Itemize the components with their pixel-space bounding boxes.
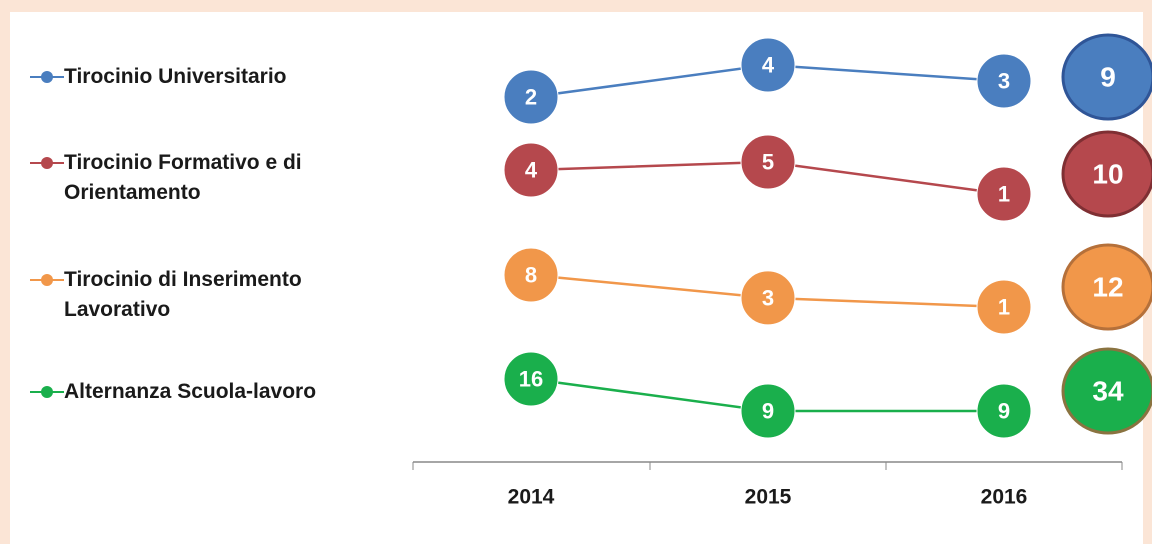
panel <box>10 12 1143 544</box>
data-point <box>740 37 796 93</box>
legend-label: Tirocinio Universitario <box>64 65 287 88</box>
total-label: 34 <box>1092 376 1124 407</box>
data-point <box>503 351 559 407</box>
legend-item: Tirocinio Formativo e di Orientamento <box>24 148 364 208</box>
data-label: 3 <box>762 285 774 310</box>
x-tick-label: 2016 <box>981 486 1028 509</box>
x-tick-label: 2014 <box>508 486 555 509</box>
total-label: 9 <box>1100 62 1116 93</box>
data-point <box>976 166 1032 222</box>
total-circle <box>1061 243 1152 331</box>
data-label: 9 <box>762 399 774 424</box>
total-circle <box>1061 130 1152 218</box>
data-label: 1 <box>998 295 1010 320</box>
legend-marker <box>24 377 64 407</box>
data-label: 4 <box>525 158 538 183</box>
total-label: 12 <box>1092 272 1123 303</box>
data-label: 9 <box>998 399 1010 424</box>
data-label: 4 <box>762 53 775 78</box>
total-circle <box>1061 33 1152 121</box>
legend-item: Tirocinio Universitario <box>24 62 364 92</box>
data-label: 16 <box>519 367 543 392</box>
data-point <box>976 279 1032 335</box>
legend-item: Alternanza Scuola-lavoro <box>24 377 364 407</box>
data-label: 1 <box>998 182 1010 207</box>
data-point <box>503 247 559 303</box>
data-point <box>740 270 796 326</box>
total-circle <box>1061 347 1152 435</box>
legend-marker <box>24 62 64 92</box>
total-label: 10 <box>1092 159 1123 190</box>
legend-label: Alternanza Scuola-lavoro <box>64 380 317 403</box>
data-label: 3 <box>998 69 1010 94</box>
data-label: 8 <box>525 263 537 288</box>
data-point <box>740 134 796 190</box>
legend-label: Tirocinio di Inserimento Lavorativo <box>64 268 302 321</box>
legend-label: Tirocinio Formativo e di Orientamento <box>64 151 302 204</box>
legend-marker <box>24 148 64 178</box>
data-label: 2 <box>525 85 537 110</box>
legend-marker <box>24 265 64 295</box>
x-tick-label: 2015 <box>745 486 792 509</box>
data-point <box>976 383 1032 439</box>
data-point <box>740 383 796 439</box>
data-point <box>976 53 1032 109</box>
legend-item: Tirocinio di Inserimento Lavorativo <box>24 265 364 325</box>
data-point <box>503 69 559 125</box>
data-point <box>503 142 559 198</box>
data-label: 5 <box>762 150 774 175</box>
